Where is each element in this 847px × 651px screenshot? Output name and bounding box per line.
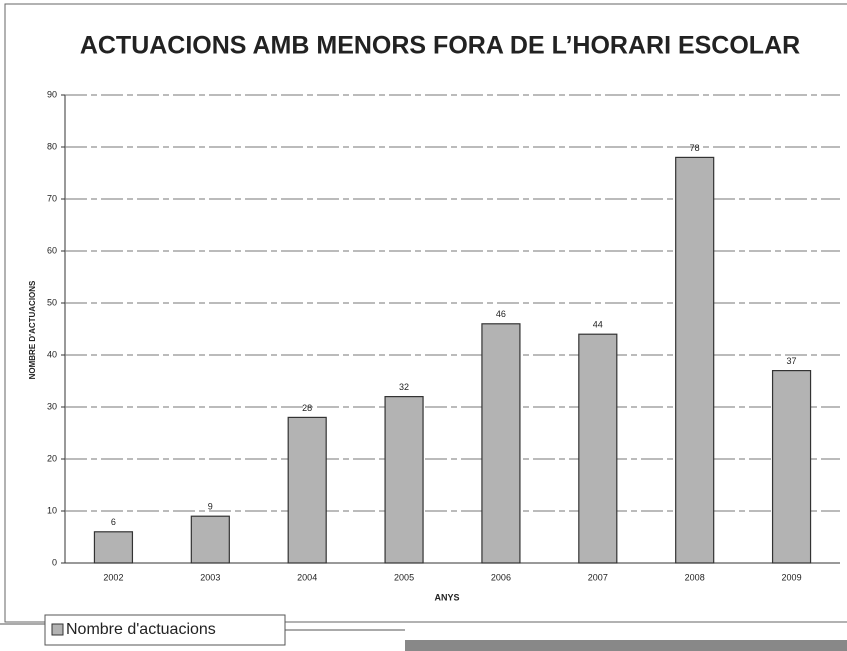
bar bbox=[771, 370, 812, 564]
chart-frame bbox=[4, 3, 847, 623]
decoration bbox=[405, 640, 847, 651]
bar bbox=[578, 333, 618, 564]
y-tick-label: 50 bbox=[47, 297, 57, 307]
y-tick-label: 80 bbox=[47, 141, 57, 151]
x-tick-label: 2004 bbox=[297, 572, 317, 582]
data-label: 32 bbox=[399, 382, 409, 392]
legend-label: Nombre d'actuacions bbox=[66, 621, 216, 638]
y-axis-label: NOMBRE D'ACTUACIONS bbox=[28, 280, 37, 379]
x-tick-label: 2007 bbox=[588, 572, 608, 582]
y-tick-label: 60 bbox=[47, 245, 57, 255]
y-tick-label: 90 bbox=[47, 89, 57, 99]
x-axis-label: ANYS bbox=[434, 592, 459, 602]
x-tick-label: 2006 bbox=[491, 572, 511, 582]
y-tick-label: 40 bbox=[47, 349, 57, 359]
bar bbox=[93, 531, 134, 564]
y-tick-label: 0 bbox=[52, 557, 57, 567]
data-label: 46 bbox=[496, 309, 506, 319]
bar bbox=[384, 396, 424, 564]
bar bbox=[287, 416, 327, 564]
chart-title: ACTUACIONS AMB MENORS FORA DE L’HORARI E… bbox=[80, 32, 800, 60]
data-label: 78 bbox=[690, 143, 700, 153]
data-label: 44 bbox=[593, 320, 603, 330]
data-label: 37 bbox=[787, 356, 797, 366]
legend: Nombre d'actuacions bbox=[0, 614, 405, 646]
y-tick-label: 30 bbox=[47, 401, 57, 411]
y-tick-label: 20 bbox=[47, 453, 57, 463]
bar bbox=[675, 156, 715, 564]
data-label: 6 bbox=[111, 517, 116, 527]
x-tick-label: 2003 bbox=[200, 572, 220, 582]
x-tick-label: 2005 bbox=[394, 572, 414, 582]
x-tick-label: 2008 bbox=[685, 572, 705, 582]
x-tick-label: 2009 bbox=[782, 572, 802, 582]
y-tick-label: 70 bbox=[47, 193, 57, 203]
legend-box bbox=[44, 614, 286, 646]
data-label: 9 bbox=[208, 502, 213, 512]
bar bbox=[481, 323, 521, 564]
y-tick-label: 10 bbox=[47, 505, 57, 515]
bar bbox=[190, 515, 230, 564]
x-tick-label: 2002 bbox=[103, 572, 123, 582]
legend-swatch bbox=[51, 623, 64, 636]
data-label: 28 bbox=[302, 403, 312, 413]
